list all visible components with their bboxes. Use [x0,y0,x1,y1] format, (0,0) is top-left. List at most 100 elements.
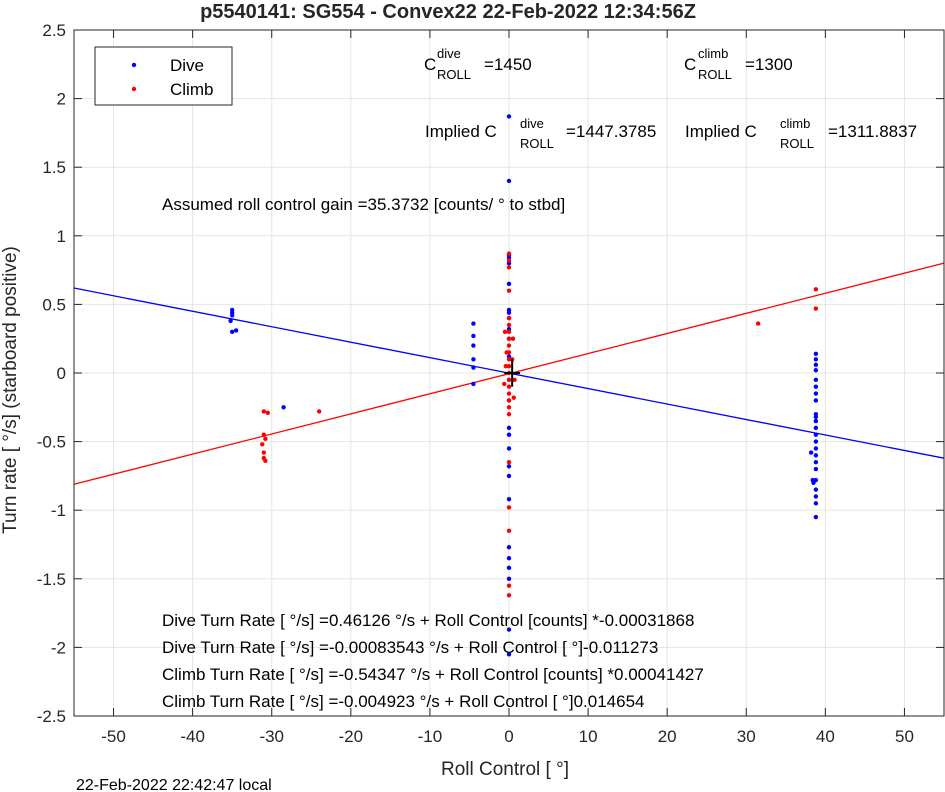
implied-dive-sub: ROLL [520,136,554,151]
y-tick-label: -0.5 [37,433,66,452]
climb-point [511,395,516,400]
climb-point [261,409,267,414]
climb-point [263,458,268,464]
climb-point [506,343,512,348]
plot-border [73,29,945,717]
x-tick-label: 20 [658,727,677,746]
climb-point [506,459,512,465]
dive-point [471,343,476,348]
dive-point [813,414,819,420]
fit-equation-3: Climb Turn Rate [ °/s] =-0.54347 °/s + R… [162,665,704,684]
c-dive-value: =1450 [484,55,532,74]
climb-point [813,306,819,311]
dive-point [813,487,819,492]
climb-point [261,450,267,455]
legend-box [94,46,233,106]
climb-point [506,593,512,598]
dive-point [813,398,819,403]
climb-point [506,505,512,510]
dive-point [813,432,819,437]
implied-climb-value: =1311.8837 [828,122,917,141]
implied-dive-value: =1447.3785 [566,122,656,141]
dive-point [813,384,819,389]
x-tick-label: -30 [259,727,284,746]
dive-point [813,466,819,472]
x-tick-label: 30 [737,727,756,746]
dive-point [471,365,476,370]
implied-dive-annotation: Implied C dive ROLL =1447.3785 [425,116,656,151]
implied-climb-main: Implied C [685,122,757,141]
x-tick-label: -40 [180,727,205,746]
dive-point [506,425,512,431]
dive-point [813,368,819,373]
implied-dive-main: Implied C [425,122,497,141]
y-tick-label: 1 [57,227,66,246]
climb-point [261,432,267,437]
y-axis-label: Turn rate [ °/s] (starboard positive) [0,246,21,534]
footer-timestamp: 22-Feb-2022 22:42:47 local [76,777,272,792]
x-tick-label: -50 [101,727,126,746]
climb-point [506,329,512,335]
c-dive-sup: dive [437,46,461,61]
x-tick-label: 40 [816,727,835,746]
climb-point [510,336,516,341]
fit-equation-4: Climb Turn Rate [ °/s] =-0.004923 °/s + … [162,692,644,711]
legend-climb-marker [131,86,137,92]
dive-point [506,627,512,632]
y-tick-label: 0 [57,364,66,383]
dive-point [229,329,235,335]
implied-climb-sup: climb [780,116,810,131]
y-tick-label: 0.5 [42,295,66,314]
climb-point [506,377,512,383]
implied-dive-sup: dive [520,116,544,131]
climb-point [506,357,512,362]
climb-point [509,357,515,362]
climb-point [502,381,507,387]
dive-point [506,565,512,571]
fit-equation-1: Dive Turn Rate [ °/s] =0.46126 °/s + Rol… [162,611,694,630]
y-tick-label: -2 [51,638,66,657]
dive-point [506,464,512,469]
climb-point [316,409,322,414]
y-tick-label: -1.5 [37,570,66,589]
dive-point [506,545,512,550]
climb-point [813,287,819,292]
data-points [228,114,819,657]
x-tick-label: 50 [895,727,914,746]
dive-point [506,556,512,561]
dive-point [813,377,819,383]
gain-annotation: Assumed roll control gain =35.3732 [coun… [162,195,565,214]
y-tick-label: -2.5 [37,707,66,726]
c-climb-main: C [684,55,696,74]
climb-point [263,436,268,442]
climb-point [506,363,512,369]
c-climb-sup: climb [698,46,728,61]
climb-point [506,251,512,256]
y-tick-label: 2.5 [42,21,66,40]
dive-point [229,313,235,318]
dive-point [813,391,819,396]
climb-point [506,528,512,533]
dive-point [813,357,819,362]
climb-point [506,336,512,341]
climb-point [506,322,512,328]
dive-point [471,321,476,326]
c-climb-value: =1300 [745,55,793,74]
legend-dive-marker [131,62,137,68]
dive-point [813,362,819,367]
c-dive-sub: ROLL [437,67,471,82]
chart-title: p5540141: SG554 - Convex22 22-Feb-2022 1… [200,1,696,23]
dive-point [813,459,819,465]
c-roll-dive-annotation: C dive ROLL =1450 [424,46,532,82]
y-tick-label: 1.5 [42,158,66,177]
dive-point [813,494,819,499]
dive-point [506,497,512,502]
climb-point [503,363,509,369]
x-tick-label: -10 [418,727,443,746]
c-climb-sub: ROLL [698,67,732,82]
dive-point [506,432,512,437]
x-axis-label: Roll Control [ °] [441,759,569,780]
climb-point [512,377,517,383]
dive-point [471,357,476,362]
climb-point [506,583,512,588]
